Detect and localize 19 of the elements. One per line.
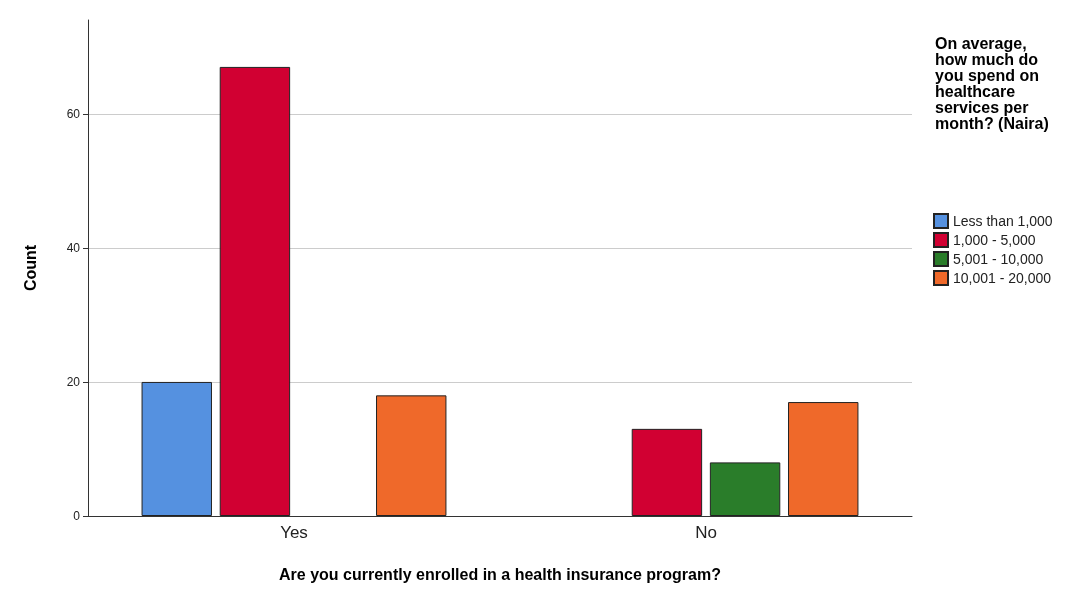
x-tick-label: No — [695, 523, 717, 542]
legend-label: Less than 1,000 — [953, 213, 1053, 229]
bar — [709, 462, 781, 516]
bar — [219, 66, 291, 516]
y-tick-label: 0 — [73, 509, 81, 523]
x-tick-label: Yes — [280, 523, 308, 542]
y-axis-title: Count — [21, 244, 39, 292]
bar — [631, 428, 703, 516]
y-tick-label: 60 — [66, 106, 81, 121]
legend-label: 10,001 - 20,000 — [953, 270, 1052, 286]
bar — [376, 395, 447, 516]
legend-label: 1,000 - 5,000 — [953, 232, 1036, 248]
y-tick-label: 20 — [66, 374, 81, 389]
y-tick-label: 40 — [66, 240, 81, 255]
bar — [141, 381, 212, 516]
x-axis-title: Are you currently enrolled in a health insurance program? — [279, 565, 721, 583]
legend-title: On average, how much do you spend on healthcare services per month? (Naira) — [935, 34, 1049, 132]
legend-label: 5,001 - 10,000 — [953, 251, 1044, 267]
bar — [788, 402, 859, 516]
